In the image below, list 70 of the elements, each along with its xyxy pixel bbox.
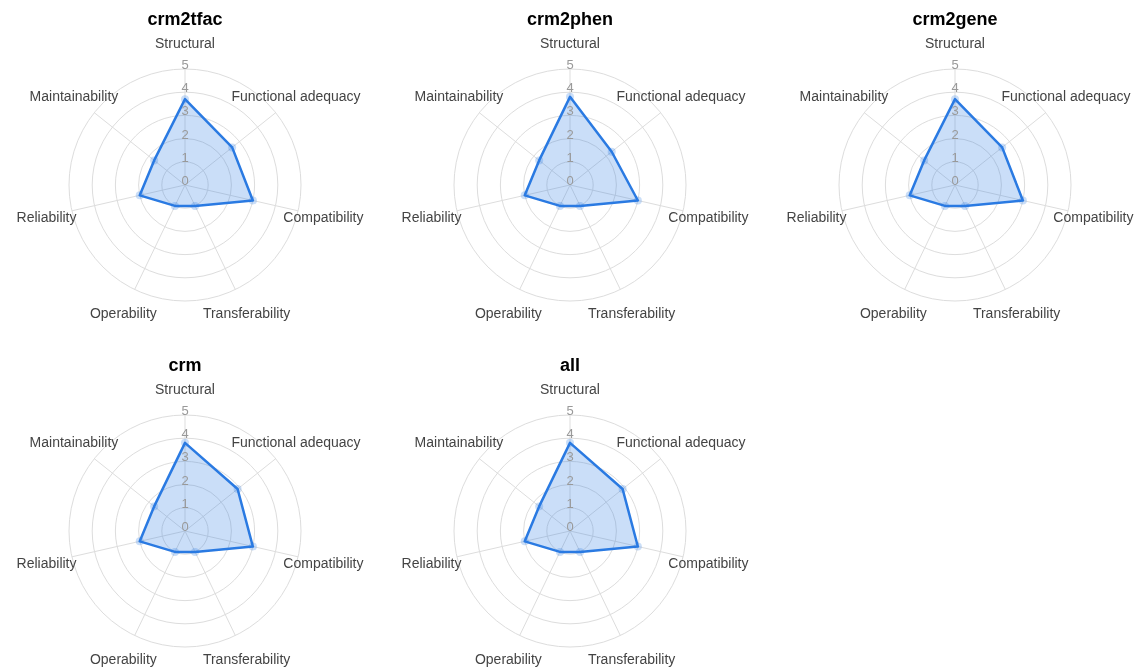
chart-title: crm2gene [911, 8, 999, 30]
y-tick-label: 4 [181, 80, 189, 96]
spoke-label: Reliability [401, 208, 462, 225]
spoke-label: Functional adequacy [616, 434, 746, 451]
spoke-label: Maintainability [414, 88, 504, 105]
spoke-label: Functional adequacy [616, 88, 746, 105]
y-tick-label: 0 [181, 519, 189, 534]
spoke-label: Structural [155, 35, 215, 51]
spoke-label: Maintainability [414, 434, 504, 451]
y-tick-label: 5 [566, 57, 574, 72]
spoke-label: Operability [89, 650, 157, 667]
chart-title: crm2tfac [146, 8, 224, 30]
y-tick-label: 2 [566, 126, 574, 142]
y-tick-label: 2 [951, 126, 959, 142]
spoke-label: Reliability [16, 208, 77, 225]
y-tick-label: 0 [566, 173, 574, 188]
y-tick-label: 3 [181, 449, 189, 465]
chart-title: crm2phen [526, 8, 614, 30]
y-tick-label: 1 [181, 149, 189, 165]
y-tick-label: 3 [181, 103, 189, 119]
spoke-label: Reliability [16, 554, 77, 571]
spoke-label: Structural [925, 35, 985, 51]
spoke-label: Compatibility [668, 554, 749, 571]
spoke-label: Operability [474, 650, 542, 667]
y-tick-label: 3 [566, 103, 574, 119]
y-tick-label: 1 [566, 495, 574, 511]
spoke-label: Functional adequacy [1001, 88, 1131, 105]
y-tick-label: 0 [951, 173, 959, 188]
y-tick-label: 4 [566, 426, 574, 442]
y-tick-label: 1 [951, 149, 959, 165]
y-tick-label: 4 [951, 80, 959, 96]
y-tick-label: 2 [566, 472, 574, 488]
spoke-label: Transferability [972, 304, 1061, 321]
y-tick-label: 2 [181, 126, 189, 142]
spoke-label: Reliability [401, 554, 462, 571]
spoke-label: Reliability [786, 208, 847, 225]
spoke-label: Maintainability [29, 88, 119, 105]
chart-title: crm [167, 354, 203, 376]
spoke-label: Transferability [587, 650, 676, 667]
spoke-label: Operability [89, 304, 157, 321]
y-tick-label: 3 [566, 449, 574, 465]
y-tick-label: 4 [181, 426, 189, 442]
y-tick-label: 5 [181, 57, 189, 72]
y-tick-label: 0 [566, 519, 574, 534]
spoke-label: Compatibility [283, 554, 364, 571]
y-tick-label: 5 [181, 403, 189, 418]
spoke-label: Maintainability [29, 434, 119, 451]
y-tick-label: 2 [181, 472, 189, 488]
y-tick-label: 4 [566, 80, 574, 96]
y-tick-label: 0 [181, 173, 189, 188]
y-tick-label: 1 [566, 149, 574, 165]
spoke-label: Transferability [202, 650, 291, 667]
spoke-label: Compatibility [668, 208, 749, 225]
spoke-label: Transferability [202, 304, 291, 321]
spoke-label: Functional adequacy [231, 88, 361, 105]
y-tick-label: 5 [951, 57, 959, 72]
spoke-label: Structural [540, 35, 600, 51]
spoke-label: Transferability [587, 304, 676, 321]
spoke-label: Operability [859, 304, 927, 321]
spoke-label: Structural [155, 381, 215, 397]
y-tick-label: 1 [181, 495, 189, 511]
y-tick-label: 5 [566, 403, 574, 418]
chart-title: all [559, 354, 581, 376]
spoke-label: Maintainability [799, 88, 889, 105]
spoke-label: Functional adequacy [231, 434, 361, 451]
spoke-label: Compatibility [1053, 208, 1134, 225]
y-tick-label: 3 [951, 103, 959, 119]
spoke-label: Compatibility [283, 208, 364, 225]
spoke-label: Structural [540, 381, 600, 397]
spoke-label: Operability [474, 304, 542, 321]
